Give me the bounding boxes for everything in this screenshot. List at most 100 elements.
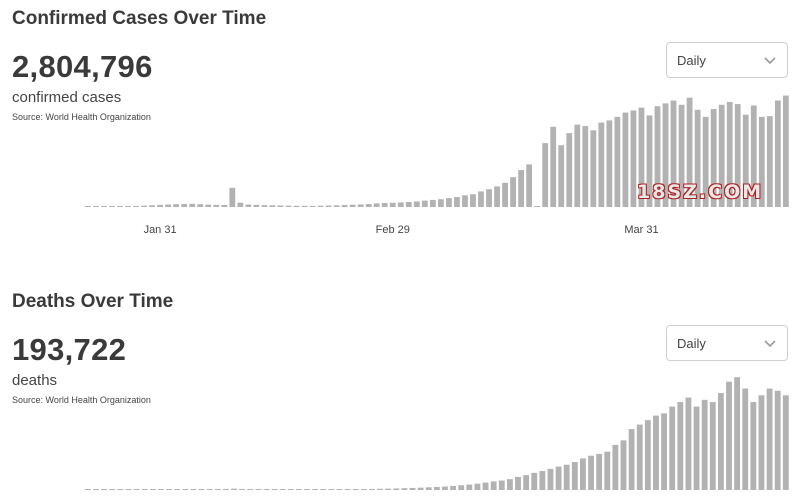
cases-bar	[413, 201, 420, 207]
deaths-bar	[93, 489, 99, 490]
cases-interval-dropdown[interactable]: Daily	[666, 42, 788, 78]
cases-x-tick-label: Feb 29	[376, 224, 410, 236]
cases-bar	[397, 202, 404, 207]
deaths-bar	[515, 476, 521, 490]
deaths-bar	[758, 395, 765, 490]
deaths-bar	[531, 472, 538, 490]
cases-bar	[133, 206, 139, 207]
cases-bar	[181, 203, 188, 207]
deaths-bar	[539, 471, 546, 490]
deaths-bar	[482, 482, 489, 490]
chevron-down-icon	[764, 57, 776, 65]
cases-bar	[742, 114, 749, 207]
cases-bar	[357, 204, 364, 207]
deaths-bar	[523, 475, 530, 490]
deaths-bar	[255, 489, 262, 490]
cases-bar	[718, 104, 725, 207]
cases-bar	[710, 109, 717, 207]
deaths-bar	[125, 489, 132, 490]
cases-bar	[325, 205, 332, 207]
cases-bar-chart: Jan 31 Feb 29 Mar 31	[85, 95, 789, 236]
cases-bar	[494, 186, 500, 207]
deaths-bar	[636, 424, 643, 490]
cases-bar	[622, 112, 629, 207]
cases-bar	[638, 107, 645, 207]
cases-bar	[277, 205, 284, 207]
cases-bar	[534, 206, 541, 207]
deaths-bar	[596, 453, 603, 490]
cases-interval-selected: Daily	[677, 53, 706, 68]
cases-bar	[213, 204, 220, 207]
deaths-bar	[466, 484, 473, 490]
cases-bar	[694, 109, 701, 207]
cases-bar	[429, 199, 436, 207]
cases-bar	[526, 164, 533, 207]
cases-bar	[614, 116, 621, 207]
cases-bar	[109, 206, 115, 207]
cases-total: 2,804,796	[12, 49, 153, 84]
cases-bar	[333, 205, 340, 207]
deaths-bar	[287, 489, 294, 490]
cases-bar	[502, 182, 508, 207]
deaths-bar	[117, 489, 124, 490]
cases-bar	[774, 100, 781, 207]
deaths-bar	[101, 489, 108, 490]
cases-bar	[389, 202, 396, 207]
deaths-bar	[506, 479, 513, 490]
cases-bar	[165, 204, 172, 207]
cases-bar	[486, 189, 492, 207]
cases-bar	[205, 204, 212, 207]
cases-bar	[253, 204, 260, 207]
deaths-bar	[271, 489, 278, 490]
deaths-bar	[304, 489, 310, 490]
cases-bar	[141, 205, 147, 207]
cases-bar	[646, 115, 653, 207]
cases-title: Confirmed Cases Over Time	[12, 8, 267, 29]
deaths-bar	[149, 489, 156, 490]
deaths-bar	[555, 466, 562, 490]
cases-bar	[606, 120, 613, 207]
cases-bar	[566, 133, 573, 207]
deaths-bar	[547, 468, 554, 490]
deaths-bar	[247, 489, 254, 490]
deaths-bar	[717, 393, 724, 490]
deaths-bar	[604, 451, 611, 490]
cases-bar	[189, 203, 196, 207]
deaths-bar	[312, 489, 319, 490]
deaths-bar	[182, 489, 189, 490]
deaths-bar	[661, 413, 667, 490]
cases-bar	[293, 205, 300, 207]
cases-bar	[117, 206, 123, 207]
deaths-bar	[425, 487, 432, 490]
cases-bar	[221, 205, 228, 207]
cases-bar	[93, 206, 99, 207]
deaths-bar	[320, 489, 327, 490]
cases-bar	[542, 143, 549, 207]
deaths-bar	[701, 399, 708, 490]
deaths-bar	[693, 406, 700, 490]
cases-bar	[550, 126, 557, 207]
deaths-interval-dropdown[interactable]: Daily	[666, 325, 788, 361]
deaths-bar	[158, 489, 164, 490]
deaths-bar	[766, 388, 773, 490]
deaths-bar	[409, 487, 416, 490]
deaths-interval-selected: Daily	[677, 336, 706, 351]
cases-bar	[686, 97, 693, 207]
cases-bar	[269, 205, 276, 207]
deaths-bar	[571, 462, 578, 490]
cases-bar	[662, 103, 669, 207]
cases-bar	[149, 205, 155, 207]
deaths-bar	[85, 489, 91, 490]
deaths-source: Source: World Health Organization	[12, 395, 151, 405]
cases-bar	[317, 205, 324, 207]
deaths-bar-chart	[85, 377, 789, 490]
deaths-bar	[214, 489, 221, 490]
deaths-bar	[336, 489, 343, 490]
deaths-bar	[644, 420, 651, 490]
cases-bar	[373, 203, 380, 207]
cases-bar	[101, 206, 107, 207]
deaths-bar	[750, 402, 757, 490]
deaths-bar	[669, 406, 676, 490]
deaths-bar	[628, 429, 635, 490]
deaths-bar	[734, 377, 741, 490]
